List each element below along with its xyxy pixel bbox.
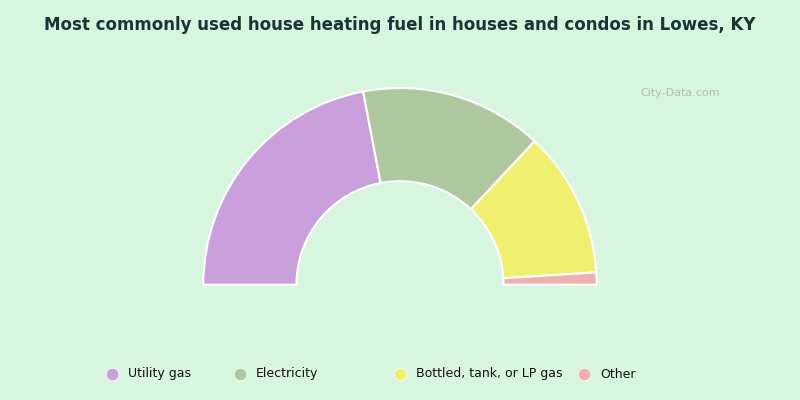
Wedge shape (203, 92, 381, 285)
Text: Bottled, tank, or LP gas: Bottled, tank, or LP gas (416, 368, 562, 380)
Wedge shape (503, 272, 597, 285)
Wedge shape (363, 88, 534, 209)
Text: Electricity: Electricity (256, 368, 318, 380)
Wedge shape (471, 141, 596, 278)
Text: Most commonly used house heating fuel in houses and condos in Lowes, KY: Most commonly used house heating fuel in… (44, 16, 756, 34)
Text: City-Data.com: City-Data.com (640, 88, 720, 98)
Text: Utility gas: Utility gas (128, 368, 191, 380)
Text: Other: Other (600, 368, 635, 380)
